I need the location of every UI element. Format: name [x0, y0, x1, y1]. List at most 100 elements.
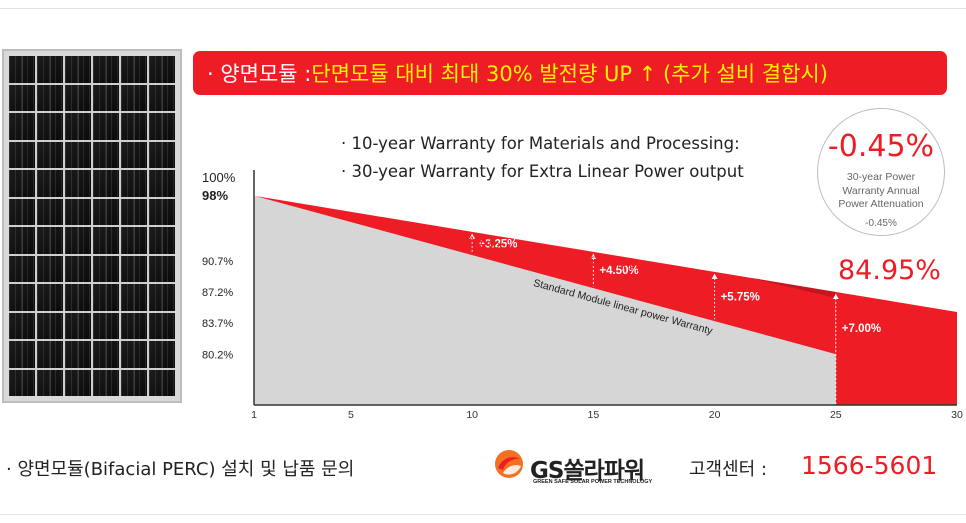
solar-cell	[149, 227, 175, 254]
solar-cell	[9, 56, 35, 83]
solar-cell	[37, 56, 63, 83]
solar-cell	[9, 284, 35, 311]
x-tick-label: 10	[466, 409, 478, 421]
solar-cell	[37, 312, 63, 339]
solar-cell	[37, 141, 63, 168]
solar-cell	[65, 141, 91, 168]
attenuation-line-4: -0.45%	[865, 218, 897, 229]
solar-cell	[93, 56, 119, 83]
gain-markers: +3.25% +4.50% +5.75% +7.00%	[469, 233, 881, 405]
y-tick-label: 87.2%	[202, 287, 233, 299]
x-tick-label: 30	[951, 409, 963, 421]
solar-cell	[65, 56, 91, 83]
x-tick-label: 15	[588, 409, 600, 421]
solar-cell	[121, 84, 147, 111]
solar-cell	[9, 255, 35, 282]
solar-cell	[9, 141, 35, 168]
solar-cell	[121, 113, 147, 140]
solar-cell	[9, 113, 35, 140]
solar-cell	[93, 312, 119, 339]
marker-label: +4.50%	[599, 265, 638, 277]
attenuation-description: 30-year Power Warranty Annual Power Atte…	[818, 171, 944, 212]
solar-cell	[93, 141, 119, 168]
warranty-linear-power: · 30-year Warranty for Extra Linear Powe…	[341, 162, 744, 181]
marker-arrow-up	[832, 293, 839, 299]
solar-cell	[93, 113, 119, 140]
solar-cell	[121, 312, 147, 339]
solar-cell	[121, 141, 147, 168]
y-tick-label: 80.2%	[202, 349, 233, 361]
standard-warranty-area	[254, 195, 836, 405]
solar-cell	[121, 56, 147, 83]
solar-cell	[149, 170, 175, 197]
gs-logo-icon	[495, 450, 523, 478]
solar-cell	[37, 341, 63, 368]
solar-cell	[9, 312, 35, 339]
solar-panel-image	[2, 49, 182, 403]
y-tick-label: 83.7%	[202, 318, 233, 330]
solar-cell	[37, 84, 63, 111]
solar-cell	[65, 198, 91, 225]
solar-cell	[37, 369, 63, 396]
customer-center-label: 고객센터 :	[689, 459, 768, 480]
marker-label: +5.75%	[721, 292, 760, 304]
solar-cell	[149, 56, 175, 83]
solar-cell	[121, 255, 147, 282]
solar-cell	[149, 255, 175, 282]
additional-value-tail-shade	[750, 277, 836, 298]
solar-cell	[93, 255, 119, 282]
warranty-materials: · 10-year Warranty for Materials and Pro…	[341, 134, 740, 153]
solar-cell	[149, 141, 175, 168]
solar-cell	[149, 341, 175, 368]
solar-cell	[121, 341, 147, 368]
solar-cell	[149, 284, 175, 311]
marker-label: +7.00%	[842, 323, 881, 335]
solar-cell	[149, 369, 175, 396]
attenuation-value: -0.45%	[827, 129, 935, 164]
attenuation-badge: -0.45% 30-year Power Warranty Annual Pow…	[817, 108, 945, 236]
solar-cell	[65, 170, 91, 197]
solar-cell	[121, 227, 147, 254]
marker-label: +3.25%	[478, 239, 517, 251]
solar-cell	[65, 369, 91, 396]
y-tick-label: 90.7%	[202, 256, 233, 268]
solar-cell	[65, 227, 91, 254]
solar-cell	[37, 284, 63, 311]
banner-prefix: · 양면모듈 :	[207, 62, 312, 86]
y-tick-label: 98%	[202, 188, 228, 203]
top-divider	[0, 8, 966, 9]
solar-cell	[93, 369, 119, 396]
solar-cell	[65, 255, 91, 282]
solar-cell	[93, 227, 119, 254]
solar-cell	[9, 341, 35, 368]
solar-cell	[149, 84, 175, 111]
solar-cell	[65, 84, 91, 111]
chart-axes: 100%98%90.7%87.2%83.7%80.2%1 5 10 15 20 25 30	[202, 170, 963, 421]
solar-cell	[149, 113, 175, 140]
attenuation-line-3: Power Attenuation	[838, 198, 924, 210]
solar-cell	[37, 227, 63, 254]
solar-cell	[9, 198, 35, 225]
additional-value-tail	[835, 291, 957, 405]
solar-cell	[37, 113, 63, 140]
solar-cell	[37, 255, 63, 282]
solar-cell	[121, 198, 147, 225]
attenuation-line-2: Warranty Annual	[842, 184, 920, 197]
marker-arrow-up	[590, 253, 597, 259]
x-tick-label: 25	[830, 409, 842, 421]
bottom-divider	[0, 514, 966, 515]
solar-cell	[149, 198, 175, 225]
solar-cell	[121, 369, 147, 396]
customer-center-number[interactable]: 1566-5601	[801, 451, 938, 480]
brand-name: GS쏠라파워	[530, 458, 645, 484]
headline-banner: · 양면모듈 : 단면모듈 대비 최대 30% 발전량 UP ↑ (추가 설비 …	[193, 51, 947, 95]
x-tick-label: 5	[348, 409, 354, 421]
x-tick-label: 20	[709, 409, 721, 421]
solar-cell	[93, 284, 119, 311]
solar-cell	[121, 284, 147, 311]
power-warranty-chart: +3.25% +4.50% +5.75% +7.00% 100% 98% 90.7% 87.…	[202, 170, 963, 421]
solar-cell	[37, 198, 63, 225]
brand-tagline: GREEN SAFE SOLAR POWER TECHNOLOGY	[533, 479, 653, 485]
solar-cell	[93, 84, 119, 111]
solar-cell	[93, 341, 119, 368]
